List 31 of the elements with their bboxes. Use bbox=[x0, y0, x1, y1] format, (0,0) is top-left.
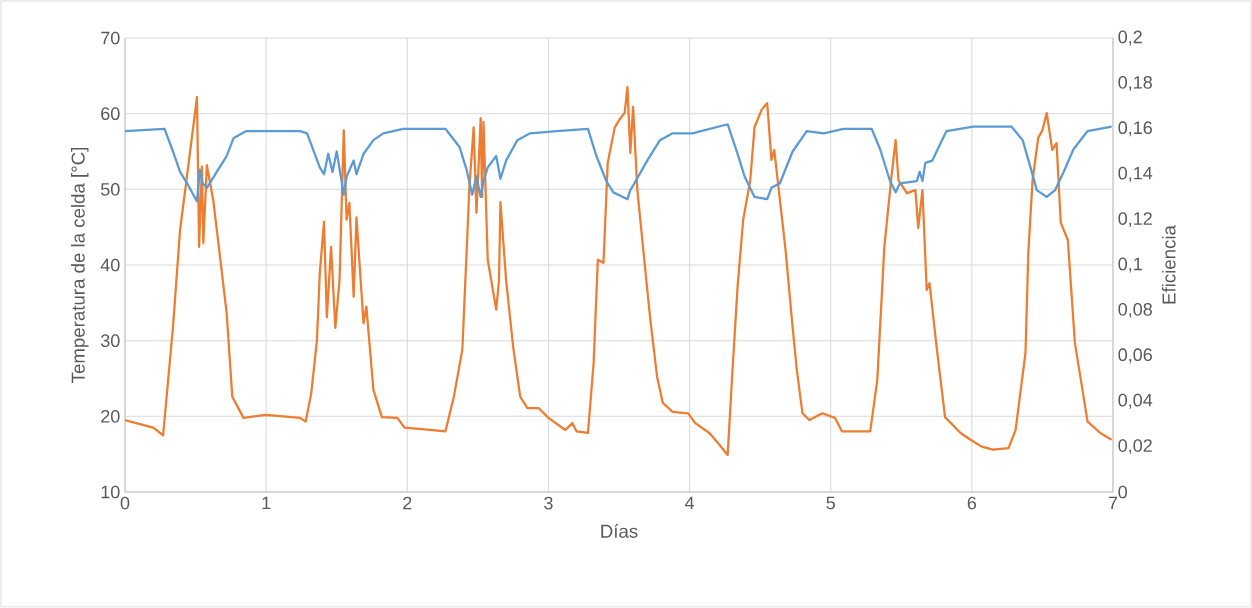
x-tick-label: 2 bbox=[403, 496, 412, 510]
y-tick-label: 70 bbox=[101, 31, 120, 45]
x-axis-title: Días bbox=[601, 523, 638, 538]
y-tick-label: 40 bbox=[100, 258, 120, 272]
y2-tick-label: 0,12 bbox=[1118, 212, 1152, 228]
y2-axis-title: Eficiencia bbox=[1161, 225, 1176, 304]
y2-tick-label: 0 bbox=[1118, 485, 1128, 499]
y-tick-label: 20 bbox=[101, 409, 120, 423]
y-tick-label: 50 bbox=[100, 182, 120, 196]
x-tick-label: 5 bbox=[826, 496, 835, 510]
x-tick-label: 4 bbox=[684, 496, 695, 510]
y2-tick-label: 0,16 bbox=[1118, 121, 1152, 137]
y-axis-title: Temperatura de la celda [°C] bbox=[71, 148, 89, 383]
y2-tick-label: 0,1 bbox=[1118, 257, 1142, 273]
x-tick-label: 0 bbox=[120, 496, 130, 510]
x-tick-label: 1 bbox=[262, 496, 271, 510]
x-tick-label: 6 bbox=[967, 496, 977, 510]
y2-tick-label: 0,02 bbox=[1118, 439, 1152, 455]
y2-tick-label: 0,14 bbox=[1118, 166, 1153, 182]
y2-tick-label: 0,06 bbox=[1118, 348, 1152, 364]
y2-tick-label: 0,2 bbox=[1118, 30, 1142, 46]
y-tick-label: 60 bbox=[101, 107, 120, 121]
y2-tick-label: 0,18 bbox=[1118, 75, 1152, 91]
y2-tick-label: 0,08 bbox=[1118, 302, 1152, 318]
y2-tick-label: 0,04 bbox=[1118, 393, 1153, 409]
y-tick-label: 10 bbox=[101, 485, 120, 499]
line-series bbox=[125, 86, 1113, 457]
x-tick-label: 3 bbox=[544, 496, 553, 510]
line-series bbox=[125, 123, 1113, 203]
x-tick-label: 7 bbox=[1108, 496, 1118, 510]
y-tick-label: 30 bbox=[100, 334, 120, 348]
